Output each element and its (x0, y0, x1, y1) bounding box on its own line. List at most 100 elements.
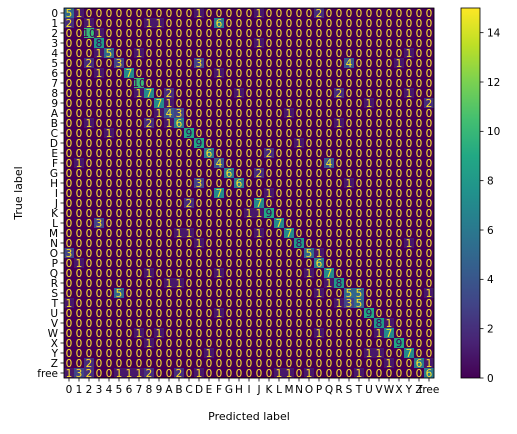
heatmap-cell (204, 78, 215, 89)
cell-value-label: 0 (286, 48, 293, 60)
cell-value-label: 0 (366, 28, 373, 40)
heatmap-cell (204, 268, 215, 279)
heatmap-cell (404, 88, 415, 99)
cell-value-label: 0 (96, 248, 103, 260)
cell-value-label: 0 (386, 68, 393, 80)
cell-value-label: 0 (86, 148, 93, 160)
cell-value-label: 0 (146, 288, 153, 300)
cell-value-label: 1 (166, 278, 173, 290)
cell-value-label: 1 (76, 258, 83, 270)
cell-value-label: 0 (306, 188, 313, 200)
heatmap-cell (314, 258, 325, 269)
heatmap-cell (324, 318, 335, 329)
cell-value-label: 0 (376, 308, 383, 320)
heatmap-cell (164, 78, 175, 89)
heatmap-cell (124, 88, 135, 99)
heatmap-cell (64, 238, 75, 249)
heatmap-cell (214, 108, 225, 119)
heatmap-cell (74, 28, 85, 39)
cell-value-label: 0 (76, 78, 83, 90)
heatmap-cell (94, 238, 105, 249)
cell-value-label: 0 (256, 308, 263, 320)
cell-value-label: 0 (416, 368, 423, 380)
heatmap-cell (264, 338, 275, 349)
cell-value-label: 0 (196, 18, 203, 30)
cell-value-label: 0 (226, 348, 233, 360)
heatmap-cell (234, 18, 245, 29)
heatmap-cell (174, 48, 185, 59)
heatmap-cell (144, 228, 155, 239)
cell-value-label: 0 (276, 208, 283, 220)
cell-value-label: 0 (136, 218, 143, 230)
heatmap-cell (254, 308, 265, 319)
cell-value-label: 0 (396, 18, 403, 30)
cell-value-label: 0 (166, 308, 173, 320)
heatmap-cell (144, 18, 155, 29)
cell-value-label: 0 (226, 288, 233, 300)
cell-value-label: 0 (316, 278, 323, 290)
cell-value-label: 0 (106, 18, 113, 30)
heatmap-cell (204, 308, 215, 319)
heatmap-cell (424, 328, 435, 339)
heatmap-cell (394, 348, 405, 359)
cell-value-label: 1 (406, 238, 413, 250)
cell-value-label: 0 (356, 218, 363, 230)
heatmap-cell (154, 38, 165, 49)
cell-value-label: 1 (146, 18, 153, 30)
heatmap-cell (314, 48, 325, 59)
cell-value-label: 0 (86, 68, 93, 80)
heatmap-cell (284, 188, 295, 199)
cell-value-label: 0 (116, 358, 123, 370)
cell-value-label: 0 (176, 198, 183, 210)
heatmap-cell (154, 118, 165, 129)
cell-value-label: 0 (416, 138, 423, 150)
heatmap-cell (104, 28, 115, 39)
cell-value-label: 0 (426, 88, 433, 100)
heatmap-cell (114, 338, 125, 349)
cell-value-label: 0 (66, 348, 73, 360)
cell-value-label: 0 (296, 178, 303, 190)
cell-value-label: 0 (66, 148, 73, 160)
cell-value-label: 0 (326, 68, 333, 80)
heatmap-cell (284, 368, 295, 379)
cell-value-label: 0 (206, 248, 213, 260)
cell-value-label: 0 (206, 198, 213, 210)
heatmap-cell (224, 278, 235, 289)
heatmap-cell (114, 148, 125, 159)
heatmap-cell (334, 248, 345, 259)
heatmap-cell (244, 228, 255, 239)
cell-value-label: 0 (196, 338, 203, 350)
heatmap-cell (294, 218, 305, 229)
cell-value-label: 0 (206, 78, 213, 90)
heatmap-cell (74, 368, 85, 379)
cell-value-label: 0 (376, 178, 383, 190)
cell-value-label: 0 (256, 58, 263, 70)
heatmap-cell (234, 368, 245, 379)
heatmap-cell (254, 28, 265, 39)
heatmap-cell (394, 358, 405, 369)
cell-value-label: 0 (76, 208, 83, 220)
cell-value-label: 0 (376, 208, 383, 220)
heatmap-cell (244, 8, 255, 19)
heatmap-cell (404, 58, 415, 69)
cell-value-label: 0 (106, 138, 113, 150)
heatmap-cell (184, 118, 195, 129)
cell-value-label: 0 (376, 198, 383, 210)
cell-value-label: 0 (126, 328, 133, 340)
cell-value-label: 0 (106, 188, 113, 200)
cell-value-label: 0 (406, 78, 413, 90)
heatmap-cell (404, 278, 415, 289)
cell-value-label: 0 (386, 298, 393, 310)
heatmap-cell (274, 238, 285, 249)
heatmap-cell (204, 168, 215, 179)
x-tick-label: T (355, 384, 363, 396)
heatmap-cell (284, 298, 295, 309)
heatmap-cell (194, 308, 205, 319)
heatmap-cell (134, 348, 145, 359)
cell-value-label: 0 (306, 28, 313, 40)
cell-value-label: 0 (336, 8, 343, 20)
cell-value-label: 0 (206, 168, 213, 180)
heatmap-cell (404, 228, 415, 239)
heatmap-cell (124, 368, 135, 379)
cell-value-label: 0 (266, 298, 273, 310)
